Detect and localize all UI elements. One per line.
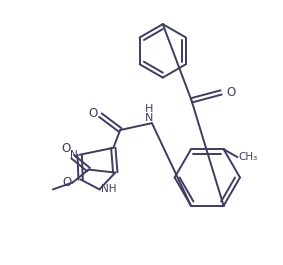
- Text: NH: NH: [101, 184, 117, 195]
- Text: N: N: [70, 150, 78, 160]
- Text: H
N: H N: [145, 104, 153, 123]
- Text: O: O: [88, 107, 97, 120]
- Text: O: O: [226, 86, 235, 99]
- Text: CH₃: CH₃: [239, 152, 258, 162]
- Text: O: O: [61, 142, 71, 155]
- Text: O: O: [63, 176, 72, 189]
